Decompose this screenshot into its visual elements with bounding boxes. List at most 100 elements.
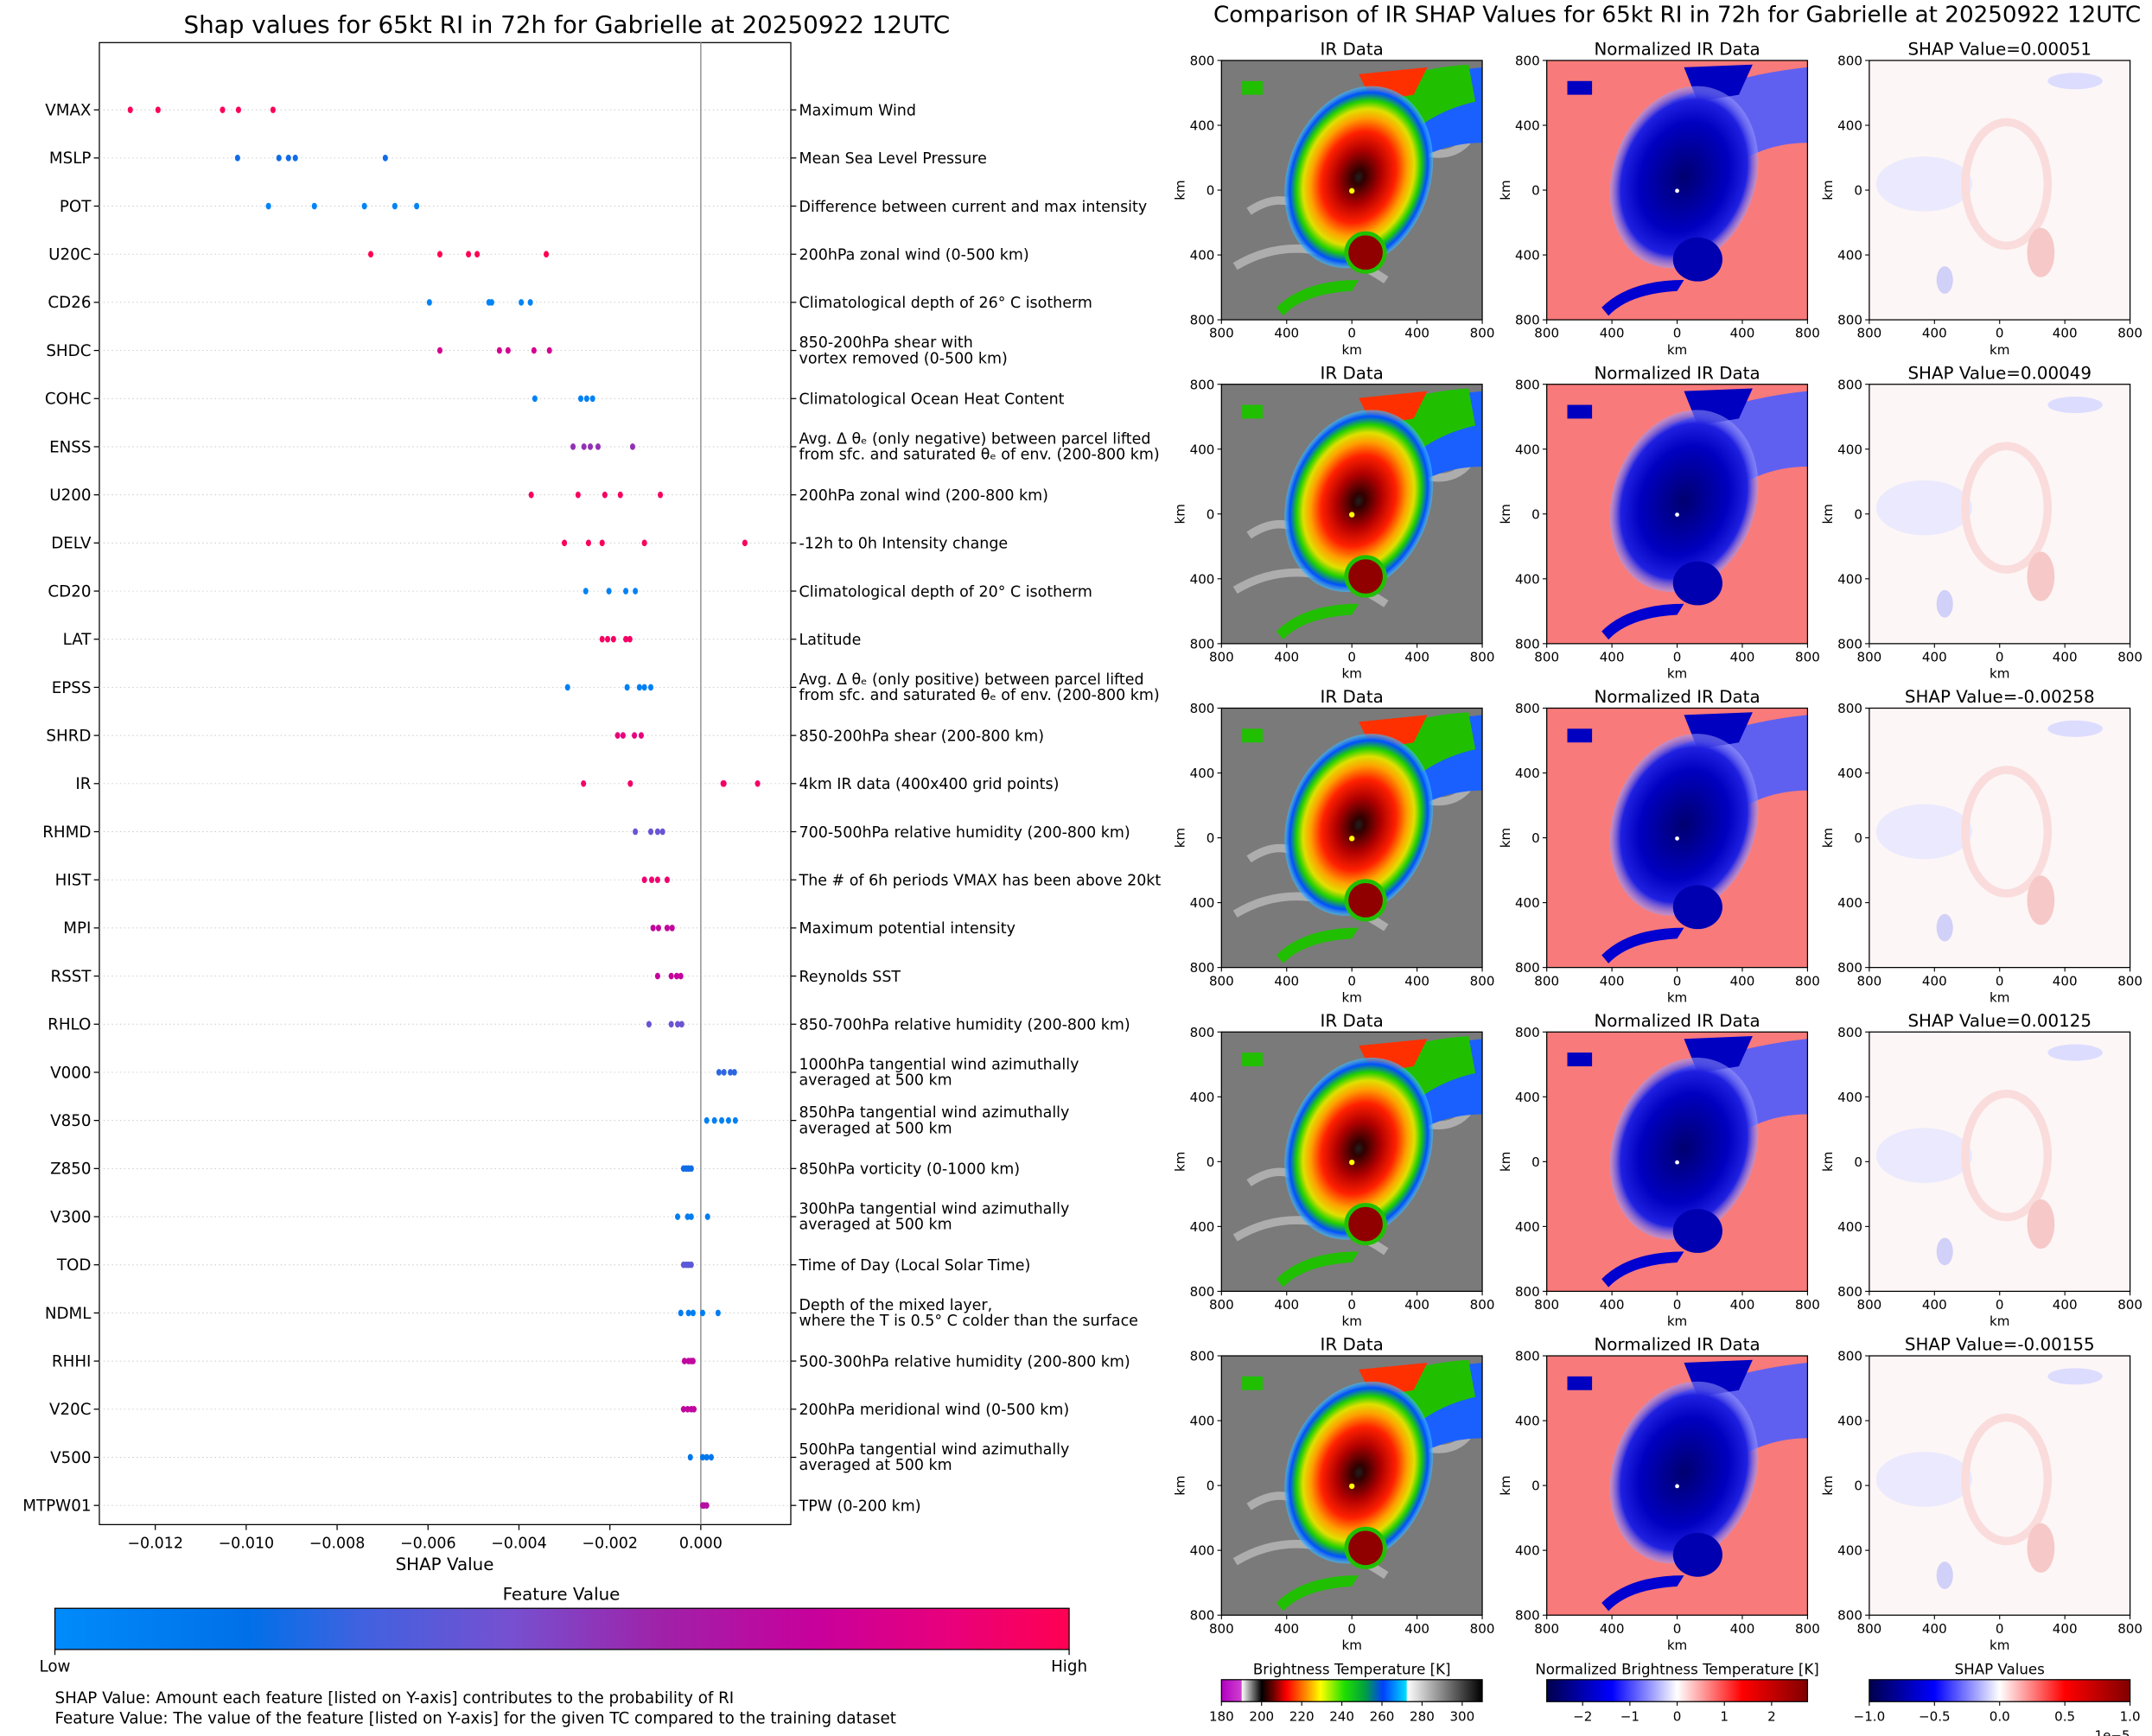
shap-point	[715, 1309, 721, 1317]
x-tick-label: 400	[1730, 1297, 1755, 1313]
y-axis-label: km	[1172, 1475, 1187, 1495]
feature-description: 1000hPa tangential wind azimuthally	[799, 1056, 1079, 1073]
shap-point	[624, 684, 630, 691]
x-tick-label: 400	[2053, 973, 2078, 989]
shap-point	[627, 635, 633, 643]
shap-point	[688, 1165, 694, 1173]
shap-heatmap-image	[1869, 708, 2130, 967]
x-axis-label: km	[1341, 1313, 1361, 1329]
x-tick-label: 800	[1470, 1621, 1495, 1637]
panel-title: Normalized IR Data	[1594, 1011, 1760, 1031]
feature-description: 850-200hPa shear (200-800 km)	[799, 728, 1044, 745]
y-tick-label: 400	[1190, 442, 1215, 457]
x-tick-label: 400	[1600, 1621, 1625, 1637]
colorbar-tick-label: −2	[1573, 1708, 1592, 1724]
normalized-ir-image	[1546, 708, 1808, 968]
feature-label: V500	[50, 1449, 91, 1467]
colorbar-tick-label: 300	[1449, 1708, 1474, 1724]
x-tick-label: 800	[1534, 973, 1559, 989]
x-tick-label: 400	[1274, 973, 1299, 989]
shap-point	[632, 732, 638, 739]
shap-point	[646, 1021, 652, 1028]
x-tick-label: −0.006	[400, 1535, 456, 1552]
shap-point	[633, 828, 639, 836]
shap-point	[659, 828, 665, 836]
colorbar-tick-label: 0.0	[1990, 1708, 2010, 1724]
y-tick-label: 400	[1837, 1219, 1862, 1235]
shap-heatmap-image	[1869, 60, 2130, 320]
y-tick-label: 800	[1837, 636, 1862, 652]
feature-description: vortex removed (0-500 km)	[799, 350, 1008, 367]
x-tick-label: 0	[1673, 1297, 1682, 1313]
feature-label: IR	[75, 775, 91, 793]
x-axis-label: km	[1990, 1637, 2009, 1653]
feature-description: from sfc. and saturated θₑ of env. (200-…	[799, 447, 1160, 464]
y-tick-label: 400	[1190, 248, 1215, 264]
colorbar-tick-label: 0.5	[2054, 1708, 2075, 1724]
panel-title: SHAP Value=0.00051	[1907, 40, 2092, 60]
y-tick-label: 400	[1837, 118, 1862, 134]
x-tick-label: 800	[1795, 650, 1820, 665]
colorbar-title: Normalized Brightness Temperature [K]	[1535, 1661, 1818, 1677]
colorbar-title: Feature Value	[503, 1585, 621, 1605]
normalized-bt-colorbar: Normalized Brightness Temperature [K] −2 −…	[1535, 1661, 1818, 1724]
shap-point	[687, 1453, 693, 1461]
shap-point	[531, 347, 537, 354]
feature-label: MTPW01	[22, 1498, 91, 1516]
shap-point	[488, 299, 494, 306]
normalized-ir-image	[1546, 1032, 1808, 1292]
feature-label: TOD	[56, 1256, 92, 1275]
y-tick-label: 0	[1854, 830, 1862, 846]
shap-point	[675, 1213, 681, 1220]
shap-point	[577, 395, 584, 403]
x-tick-label: 800	[1856, 1297, 1881, 1313]
colorbar-tick-label: 1	[1720, 1708, 1729, 1724]
shap-point	[285, 155, 291, 162]
feature-description: 200hPa zonal wind (0-500 km)	[799, 247, 1029, 264]
y-tick-label: 800	[1515, 54, 1540, 69]
shap-point	[570, 443, 576, 450]
normalized-ir-panel: Normalized IR Data8008004004000040040080…	[1498, 363, 1820, 681]
shap-point	[699, 1453, 705, 1461]
shap-point	[704, 1213, 710, 1220]
y-axis-label: km	[1498, 504, 1513, 524]
x-axis-label: km	[1341, 342, 1361, 358]
y-tick-label: 800	[1190, 636, 1215, 652]
x-axis-label: km	[1990, 342, 2009, 358]
x-tick-label: 400	[1404, 1297, 1429, 1313]
y-tick-label: 400	[1515, 766, 1540, 781]
colorbar-low-label: Low	[40, 1657, 71, 1676]
feature-description: 200hPa meridional wind (0-500 km)	[799, 1402, 1070, 1419]
colorbar-offset-label: 1e−5	[2094, 1728, 2130, 1736]
y-tick-label: 800	[1515, 1349, 1540, 1364]
panel-title: Normalized IR Data	[1594, 1335, 1760, 1355]
x-tick-label: 0	[1996, 973, 2004, 989]
feature-description: from sfc. and saturated θₑ of env. (200-…	[799, 687, 1160, 704]
x-axis-label: km	[1667, 989, 1687, 1005]
y-tick-label: 800	[1837, 54, 1862, 69]
shap-point	[732, 1116, 738, 1124]
feature-description: Time of Day (Local Solar Time)	[799, 1257, 1031, 1275]
x-tick-label: 400	[1404, 326, 1429, 341]
ir-image	[1221, 60, 1482, 320]
shap-point	[669, 925, 675, 932]
shap-point	[606, 588, 612, 595]
y-tick-label: 400	[1190, 1090, 1215, 1105]
feature-description: TPW (0-200 km)	[799, 1498, 921, 1516]
shap-point	[599, 539, 605, 547]
shap-point	[614, 732, 621, 739]
feature-description: averaged at 500 km	[799, 1072, 952, 1090]
feature-label: MPI	[63, 919, 91, 938]
x-tick-label: 0	[1996, 326, 2004, 341]
shap-point	[496, 347, 502, 354]
feature-label: RHLO	[48, 1016, 91, 1034]
x-tick-label: 400	[2053, 650, 2078, 665]
x-tick-label: 400	[1600, 650, 1625, 665]
shap-point	[127, 106, 133, 113]
shap-point	[414, 202, 420, 210]
feature-label: LAT	[63, 631, 92, 649]
shap-point	[588, 443, 594, 450]
shap-map-panel: SHAP Value=-0.00258800800400400004004008…	[1820, 687, 2142, 1005]
x-tick-label: 800	[1470, 326, 1495, 341]
